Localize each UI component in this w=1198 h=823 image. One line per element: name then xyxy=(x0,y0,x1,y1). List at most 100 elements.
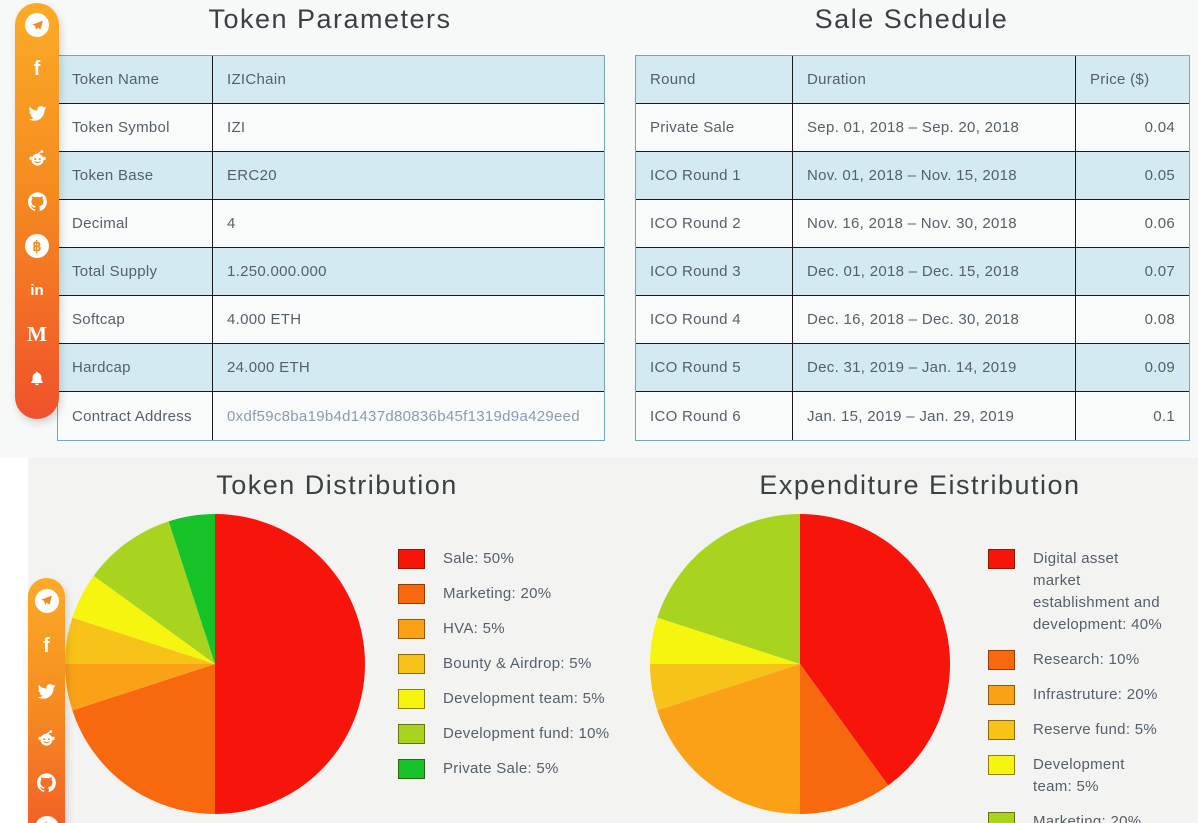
sale-schedule-table: Round Duration Price ($) Private Sale Sep. 0… xyxy=(635,55,1190,441)
telegram-icon[interactable] xyxy=(28,578,65,624)
legend-label: Development team: 5% xyxy=(1033,756,1125,795)
pie-slice-reserve-fund xyxy=(650,664,800,711)
github-icon[interactable] xyxy=(28,760,65,806)
legend-swatch xyxy=(988,720,1015,740)
pie-slice-marketing xyxy=(72,664,215,814)
pie-slice-infrastruture xyxy=(657,664,800,814)
round-cell: ICO Round 4 xyxy=(636,296,793,343)
legend-item: Marketing: 20% xyxy=(988,811,1164,823)
column-header: Price ($) xyxy=(1090,71,1150,88)
twitter-icon[interactable] xyxy=(28,669,65,715)
charts-section: Token Distribution Sale: 50% Marketing: 2… xyxy=(28,458,1198,823)
legend-item: Development team: 5% xyxy=(988,754,1164,798)
column-header: Round xyxy=(636,56,793,103)
table-row: ICO Round 2 Nov. 16, 2018 – Nov. 30, 2018… xyxy=(636,200,1189,248)
pie-slice-development-team xyxy=(72,575,215,664)
expenditure-distribution-pie xyxy=(650,514,950,814)
legend-swatch xyxy=(398,654,425,674)
table-row: Contract Address 0xdf59c8ba19b4d1437d8083… xyxy=(58,392,604,440)
pie-slice-digital-asset-market-establishment-and-development xyxy=(800,514,950,786)
row-value-contract-address[interactable]: 0xdf59c8ba19b4d1437d80836b45f1319d9a429e… xyxy=(227,407,580,425)
row-value: 24.000 ETH xyxy=(227,359,311,376)
round-cell: ICO Round 2 xyxy=(636,200,793,247)
legend-label: Development team: 5% xyxy=(443,690,605,707)
bell-icon[interactable] xyxy=(15,357,59,401)
legend-label: Development fund: 10% xyxy=(443,725,610,742)
table-row: ICO Round 4 Dec. 16, 2018 – Dec. 30, 2018… xyxy=(636,296,1189,344)
telegram-icon[interactable] xyxy=(15,3,59,47)
legend-label: Research: 10% xyxy=(1033,651,1140,668)
pie-slice-development-fund xyxy=(93,521,215,664)
legend-item: Research: 10% xyxy=(988,649,1164,671)
pie-slice-development-team xyxy=(650,617,800,664)
duration-cell: Sep. 01, 2018 – Sep. 20, 2018 xyxy=(793,104,1076,151)
table-row: ICO Round 1 Nov. 01, 2018 – Nov. 15, 2018… xyxy=(636,152,1189,200)
row-value: 4.000 ETH xyxy=(227,311,302,328)
table-row: Private Sale Sep. 01, 2018 – Sep. 20, 201… xyxy=(636,104,1189,152)
legend-label: Bounty & Airdrop: 5% xyxy=(443,655,592,672)
row-label: Token Symbol xyxy=(58,104,213,151)
duration-cell: Nov. 16, 2018 – Nov. 30, 2018 xyxy=(793,200,1076,247)
twitter-icon[interactable] xyxy=(15,91,59,135)
legend-swatch xyxy=(398,689,425,709)
linkedin-icon[interactable]: in xyxy=(30,281,44,299)
social-bar-primary: f ฿ in M xyxy=(15,3,59,419)
table-row: Token Name IZIChain xyxy=(58,56,604,104)
duration-cell: Nov. 01, 2018 – Nov. 15, 2018 xyxy=(793,152,1076,199)
legend-label: Private Sale: 5% xyxy=(443,760,559,777)
duration-cell: Dec. 01, 2018 – Dec. 15, 2018 xyxy=(793,248,1076,295)
table-row: Softcap 4.000 ETH xyxy=(58,296,604,344)
table-row: Token Symbol IZI xyxy=(58,104,604,152)
legend-label: Reserve fund: 5% xyxy=(1033,721,1158,738)
row-label: Token Name xyxy=(58,56,213,103)
legend-swatch xyxy=(988,812,1015,823)
round-cell: Private Sale xyxy=(636,104,793,151)
row-label: Softcap xyxy=(58,296,213,343)
reddit-icon[interactable] xyxy=(15,136,59,180)
row-label: Token Base xyxy=(58,152,213,199)
bitcoin-icon[interactable]: ฿ xyxy=(28,806,65,823)
social-bar-secondary: f฿ xyxy=(28,578,65,823)
legend-item: Bounty & Airdrop: 5% xyxy=(398,653,628,675)
facebook-icon[interactable]: f xyxy=(43,635,50,658)
table-header-row: Round Duration Price ($) xyxy=(636,56,1189,104)
pie-slice-research xyxy=(800,664,889,814)
legend-swatch xyxy=(988,685,1015,705)
price-cell: 0.04 xyxy=(1144,119,1175,136)
price-cell: 0.08 xyxy=(1144,311,1175,328)
price-cell: 0.09 xyxy=(1144,359,1175,376)
legend-swatch xyxy=(398,549,425,569)
round-cell: ICO Round 3 xyxy=(636,248,793,295)
token-distribution-legend: Sale: 50% Marketing: 20% HVA: 5% Bounty & A… xyxy=(398,548,628,793)
duration-cell: Dec. 31, 2019 – Jan. 14, 2019 xyxy=(793,344,1076,391)
table-row: ICO Round 5 Dec. 31, 2019 – Jan. 14, 2019… xyxy=(636,344,1189,392)
row-value: IZI xyxy=(227,119,246,136)
expenditure-distribution-title: Expenditure Eistribution xyxy=(759,470,1081,500)
row-value: ERC20 xyxy=(227,167,277,184)
price-cell: 0.1 xyxy=(1153,407,1175,425)
legend-item: HVA: 5% xyxy=(398,618,628,640)
sale-schedule-title: Sale Schedule xyxy=(814,4,1009,34)
row-value: 4 xyxy=(227,215,236,232)
token-parameters-table: Token Name IZIChain Token Symbol IZI Token B… xyxy=(57,55,605,441)
pie-slice-marketing xyxy=(657,514,800,664)
legend-swatch xyxy=(398,619,425,639)
facebook-icon[interactable]: f xyxy=(33,58,41,81)
legend-swatch xyxy=(398,724,425,744)
table-row: ICO Round 3 Dec. 01, 2018 – Dec. 15, 2018… xyxy=(636,248,1189,296)
token-parameters-title: Token Parameters xyxy=(208,4,452,34)
reddit-icon[interactable] xyxy=(28,715,65,761)
legend-item: Development fund: 10% xyxy=(398,723,628,745)
bitcoin-icon[interactable]: ฿ xyxy=(15,224,59,268)
pie-slice-sale xyxy=(215,514,365,814)
row-label: Total Supply xyxy=(58,248,213,295)
pie-slice-bounty-airdrop xyxy=(65,617,215,664)
row-label: Contract Address xyxy=(58,392,213,440)
github-icon[interactable] xyxy=(15,180,59,224)
legend-label: HVA: 5% xyxy=(443,620,505,637)
legend-swatch xyxy=(988,650,1015,670)
legend-item: Private Sale: 5% xyxy=(398,758,628,780)
pie-slice-private-sale xyxy=(168,514,215,664)
legend-label: Sale: 50% xyxy=(443,550,515,567)
medium-icon[interactable]: M xyxy=(27,321,47,346)
